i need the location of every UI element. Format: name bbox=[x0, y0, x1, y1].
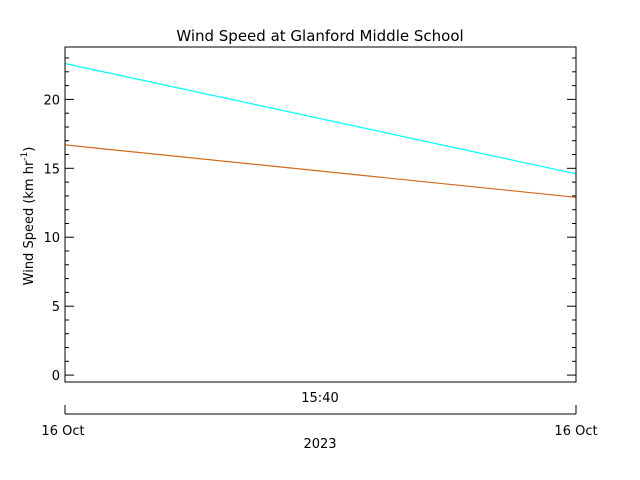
y-tick-label: 15 bbox=[43, 162, 60, 177]
x-end-date-label: 16 Oct bbox=[554, 424, 597, 439]
series-line-2 bbox=[64, 144, 577, 198]
y-tick-label: 0 bbox=[52, 369, 60, 384]
x-year-label: 2023 bbox=[303, 437, 336, 452]
y-axis-label-sup: -1 bbox=[20, 152, 30, 161]
x-time-label: 15:40 bbox=[301, 391, 338, 406]
y-axis-label: Wind Speed (km hr-1) bbox=[20, 147, 37, 286]
chart-title: Wind Speed at Glanford Middle School bbox=[176, 27, 463, 45]
y-axis-label-main: Wind Speed (km hr bbox=[22, 160, 37, 285]
y-tick-label: 20 bbox=[43, 93, 60, 108]
series-line-1 bbox=[64, 62, 577, 175]
y-tick-label: 10 bbox=[43, 231, 60, 246]
y-axis: 0 5 10 15 20 bbox=[43, 57, 576, 384]
series-layer bbox=[64, 62, 577, 198]
y-axis-label-close: ) bbox=[22, 147, 37, 152]
y-tick-label: 5 bbox=[52, 300, 60, 315]
x-start-date-label: 16 Oct bbox=[41, 424, 84, 439]
plot-frame bbox=[64, 46, 577, 383]
